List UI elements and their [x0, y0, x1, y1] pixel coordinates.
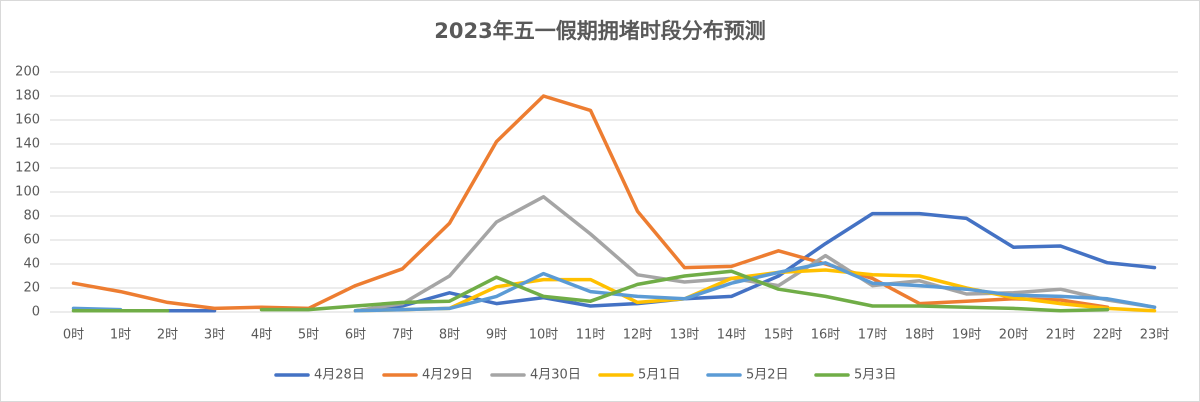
x-tick-label: 17时 [858, 328, 888, 343]
legend-label: 4月29日 [422, 368, 473, 383]
x-tick-label: 8时 [439, 328, 460, 343]
x-tick-label: 6时 [345, 328, 366, 343]
legend-label: 4月30日 [530, 368, 581, 383]
x-tick-label: 19时 [952, 328, 982, 343]
y-tick-label: 200 [15, 65, 40, 80]
series-line [353, 261, 1157, 313]
x-tick-label: 16时 [811, 328, 841, 343]
series-line [259, 269, 1110, 313]
x-tick-label: 3时 [204, 328, 225, 343]
x-tick-label: 11时 [576, 328, 606, 343]
x-tick-label: 10时 [529, 328, 559, 343]
series-line [71, 94, 1110, 311]
x-tick-label: 0时 [63, 328, 84, 343]
y-tick-label: 20 [23, 281, 40, 296]
x-tick-label: 12时 [623, 328, 653, 343]
x-tick-label: 18时 [905, 328, 935, 343]
x-tick-label: 7时 [392, 328, 413, 343]
chart-title: 2023年五一假期拥堵时段分布预测 [434, 19, 765, 43]
y-tick-label: 40 [23, 257, 40, 272]
y-tick-label: 160 [15, 113, 40, 128]
legend-label: 5月3日 [854, 368, 897, 383]
legend-label: 4月28日 [314, 368, 365, 383]
y-tick-label: 0 [32, 305, 40, 320]
y-tick-label: 80 [23, 209, 40, 224]
x-tick-label: 1时 [110, 328, 131, 343]
y-tick-label: 180 [15, 89, 40, 104]
y-tick-label: 140 [15, 137, 40, 152]
x-tick-label: 5时 [298, 328, 319, 343]
x-tick-label: 4时 [251, 328, 272, 343]
x-tick-label: 14时 [717, 328, 747, 343]
x-tick-label: 13时 [670, 328, 700, 343]
x-tick-label: 21时 [1046, 328, 1076, 343]
x-tick-label: 9时 [486, 328, 507, 343]
y-tick-label: 100 [15, 185, 40, 200]
legend-label: 5月1日 [638, 368, 681, 383]
y-tick-label: 60 [23, 233, 40, 248]
x-tick-label: 20时 [999, 328, 1029, 343]
x-tick-label: 22时 [1093, 328, 1123, 343]
legend-label: 5月2日 [746, 368, 789, 383]
series-line [353, 211, 1157, 313]
x-tick-label: 15时 [764, 328, 794, 343]
y-tick-label: 120 [15, 161, 40, 176]
series-line [353, 268, 1157, 313]
x-tick-label: 2时 [157, 328, 178, 343]
x-tick-label: 23时 [1140, 328, 1170, 343]
